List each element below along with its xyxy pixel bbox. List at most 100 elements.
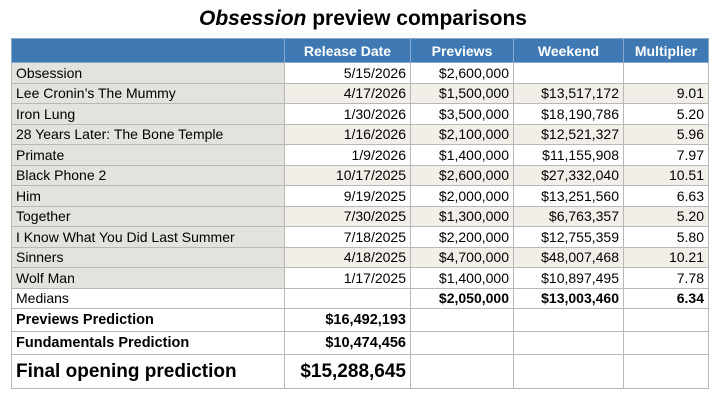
- release-date-cell: 9/19/2025: [284, 185, 411, 207]
- film-title-cell: Iron Lung: [11, 103, 285, 125]
- weekend-cell: $13,251,560: [513, 185, 624, 207]
- table-row: Together 7/30/2025 $1,300,000 $6,763,357 5.2…: [11, 205, 709, 227]
- weekend-cell: $48,007,468: [513, 246, 624, 268]
- empty-cell: [410, 354, 514, 389]
- previews-prediction-row: Previews Prediction $16,492,193: [11, 308, 709, 332]
- release-date-cell: 10/17/2025: [284, 164, 411, 186]
- multiplier-cell: 6.63: [623, 185, 709, 207]
- table-row: Obsession 5/15/2026 $2,600,000: [11, 62, 709, 84]
- film-title-cell: I Know What You Did Last Summer: [11, 226, 285, 248]
- median-multiplier: 6.34: [623, 287, 709, 309]
- release-date-cell: 1/17/2025: [284, 267, 411, 289]
- multiplier-cell: 5.80: [623, 226, 709, 248]
- header-title-col: [11, 38, 285, 63]
- table-body: Obsession 5/15/2026 $2,600,000 Lee Cronin’s…: [11, 62, 709, 389]
- fundamentals-prediction-row: Fundamentals Prediction $10,474,456: [11, 331, 709, 355]
- table-row: Lee Cronin’s The Mummy 4/17/2026 $1,500,00…: [11, 82, 709, 104]
- release-date-cell: 1/30/2026: [284, 103, 411, 125]
- multiplier-cell: 5.20: [623, 205, 709, 227]
- final-prediction-row: Final opening prediction $15,288,645: [11, 354, 709, 389]
- film-title-cell: Primate: [11, 144, 285, 166]
- empty-cell: [513, 331, 624, 355]
- table-row: Iron Lung 1/30/2026 $3,500,000 $18,190,786 5…: [11, 103, 709, 125]
- multiplier-cell: [623, 62, 709, 84]
- table-row: Him 9/19/2025 $2,000,000 $13,251,560 6.63: [11, 185, 709, 207]
- previews-cell: $2,200,000: [410, 226, 514, 248]
- medians-empty-date: [284, 287, 411, 309]
- title-rest: preview comparisons: [306, 7, 527, 30]
- release-date-cell: 1/9/2026: [284, 144, 411, 166]
- multiplier-cell: 10.21: [623, 246, 709, 268]
- previews-prediction-label: Previews Prediction: [11, 308, 285, 332]
- header-release-date: Release Date: [284, 38, 411, 63]
- medians-label: Medians: [11, 287, 285, 309]
- table-row: Sinners 4/18/2025 $4,700,000 $48,007,468 10.…: [11, 246, 709, 268]
- release-date-cell: 4/18/2025: [284, 246, 411, 268]
- medians-row: Medians $2,050,000 $13,003,460 6.34: [11, 287, 709, 309]
- film-title-cell: Lee Cronin’s The Mummy: [11, 82, 285, 104]
- film-title-cell: Black Phone 2: [11, 164, 285, 186]
- multiplier-cell: 5.96: [623, 123, 709, 145]
- weekend-cell: $18,190,786: [513, 103, 624, 125]
- empty-cell: [513, 308, 624, 332]
- header-multiplier: Multiplier: [623, 38, 709, 63]
- header-previews: Previews: [410, 38, 514, 63]
- table-header: Release Date Previews Weekend Multiplier: [11, 38, 709, 63]
- empty-cell: [623, 308, 709, 332]
- film-title-cell: Him: [11, 185, 285, 207]
- weekend-cell: $12,755,359: [513, 226, 624, 248]
- table-row: 28 Years Later: The Bone Temple 1/16/2026…: [11, 123, 709, 145]
- page-title: Obsession preview comparisons: [0, 0, 720, 36]
- header-weekend: Weekend: [513, 38, 624, 63]
- empty-cell: [410, 331, 514, 355]
- fundamentals-prediction-label: Fundamentals Prediction: [11, 331, 285, 355]
- film-title-cell: Sinners: [11, 246, 285, 268]
- film-title-cell: Obsession: [11, 62, 285, 84]
- release-date-cell: 4/17/2026: [284, 82, 411, 104]
- table-row: I Know What You Did Last Summer 7/18/2025…: [11, 226, 709, 248]
- previews-cell: $2,600,000: [410, 62, 514, 84]
- previews-cell: $2,000,000: [410, 185, 514, 207]
- table-row: Primate 1/9/2026 $1,400,000 $11,155,908 7.97: [11, 144, 709, 166]
- median-weekend: $13,003,460: [513, 287, 624, 309]
- film-title-cell: Together: [11, 205, 285, 227]
- title-emphasis: Obsession: [199, 7, 307, 30]
- weekend-cell: $10,897,495: [513, 267, 624, 289]
- multiplier-cell: 7.78: [623, 267, 709, 289]
- previews-cell: $3,500,000: [410, 103, 514, 125]
- empty-cell: [410, 308, 514, 332]
- final-prediction-label: Final opening prediction: [11, 354, 285, 389]
- previews-cell: $1,400,000: [410, 144, 514, 166]
- final-prediction-value: $15,288,645: [284, 354, 411, 389]
- empty-cell: [623, 331, 709, 355]
- previews-cell: $2,600,000: [410, 164, 514, 186]
- weekend-cell: $6,763,357: [513, 205, 624, 227]
- previews-cell: $2,100,000: [410, 123, 514, 145]
- previews-cell: $1,500,000: [410, 82, 514, 104]
- weekend-cell: $11,155,908: [513, 144, 624, 166]
- multiplier-cell: 5.20: [623, 103, 709, 125]
- multiplier-cell: 10.51: [623, 164, 709, 186]
- release-date-cell: 1/16/2026: [284, 123, 411, 145]
- weekend-cell: $27,332,040: [513, 164, 624, 186]
- previews-prediction-value: $16,492,193: [284, 308, 411, 332]
- empty-cell: [623, 354, 709, 389]
- multiplier-cell: 7.97: [623, 144, 709, 166]
- weekend-cell: $13,517,172: [513, 82, 624, 104]
- table-row: Black Phone 2 10/17/2025 $2,600,000 $27,332…: [11, 164, 709, 186]
- empty-cell: [513, 354, 624, 389]
- weekend-cell: $12,521,327: [513, 123, 624, 145]
- film-title-cell: 28 Years Later: The Bone Temple: [11, 123, 285, 145]
- film-title-cell: Wolf Man: [11, 267, 285, 289]
- fundamentals-prediction-value: $10,474,456: [284, 331, 411, 355]
- table-row: Wolf Man 1/17/2025 $1,400,000 $10,897,495 7.…: [11, 267, 709, 289]
- previews-cell: $1,300,000: [410, 205, 514, 227]
- release-date-cell: 5/15/2026: [284, 62, 411, 84]
- previews-cell: $1,400,000: [410, 267, 514, 289]
- median-previews: $2,050,000: [410, 287, 514, 309]
- multiplier-cell: 9.01: [623, 82, 709, 104]
- comparison-table: Release Date Previews Weekend Multiplier…: [11, 38, 709, 389]
- weekend-cell: [513, 62, 624, 84]
- previews-cell: $4,700,000: [410, 246, 514, 268]
- release-date-cell: 7/30/2025: [284, 205, 411, 227]
